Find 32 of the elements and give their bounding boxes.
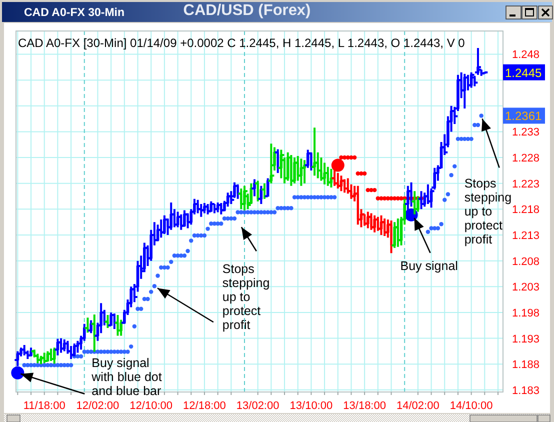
x-tick-label: 13/02:00 xyxy=(236,400,280,412)
y-tick-label: 1.188 xyxy=(512,359,540,372)
x-tick-label: 14/10:00 xyxy=(450,400,493,412)
x-tick-label: 12/10:00 xyxy=(130,400,173,412)
y-tick-label: 1.233 xyxy=(512,126,540,139)
x-tick-label: 12/18:00 xyxy=(183,400,226,412)
y-tick-label: 1.218 xyxy=(512,204,540,216)
chart-subtitle: CAD A0-FX [30-Min] 01/14/09 +0.0002 C 1.2445, H 1.2445, L 1.2443, O 1.2443, V 0 xyxy=(18,36,466,50)
x-tick-label: 11/18:00 xyxy=(23,400,66,412)
y-tick-label: 1.208 xyxy=(512,256,540,268)
annotation: Buy signal with blue dot and blue bar xyxy=(90,356,162,398)
x-tick-label: 12/02:00 xyxy=(76,400,120,412)
x-tick-label: 13/10:00 xyxy=(290,400,333,412)
chart-title: CAD/USD (Forex) xyxy=(183,2,311,19)
y-tick-label: 1.228 xyxy=(512,152,540,165)
x-tick-label: 13/18:00 xyxy=(343,400,386,412)
annotation: Stops stepping up to protect profit xyxy=(464,176,512,247)
y-tick-label: 1.213 xyxy=(512,230,540,242)
y-tick-label: 1.198 xyxy=(512,307,540,320)
x-tick-label: 14/02:00 xyxy=(396,400,440,412)
point xyxy=(352,155,357,160)
y-tick-label: 1.203 xyxy=(512,282,540,294)
point xyxy=(372,188,377,192)
text: 1.2445 xyxy=(505,66,542,80)
y-tick-label: 1.193 xyxy=(512,333,540,346)
annotation: Buy signal xyxy=(400,258,458,273)
point xyxy=(362,171,367,176)
y-tick-label: 1.223 xyxy=(512,178,540,190)
y-tick-label: 1.183 xyxy=(512,384,540,397)
text: CAD A0-FX 30-Min xyxy=(24,7,125,19)
y-tick-label: 1.248 xyxy=(512,49,540,62)
annotation: Stops stepping up to protect profit xyxy=(222,262,270,332)
